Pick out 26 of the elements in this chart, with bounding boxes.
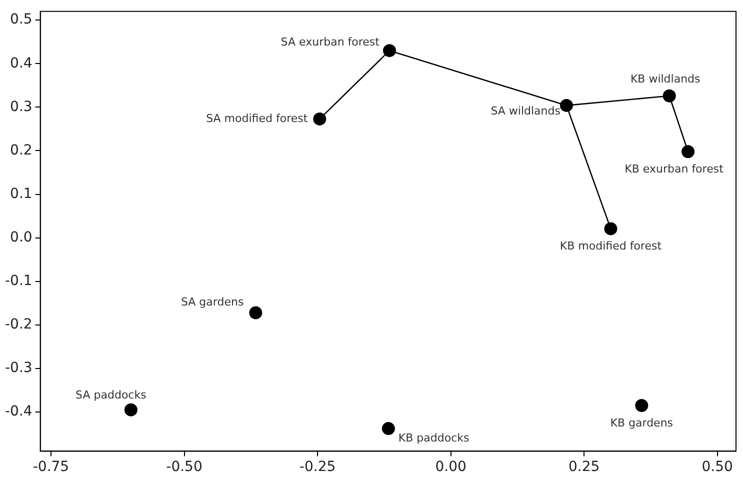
y-tick-label: 0.1: [10, 186, 32, 202]
annotation: KB gardens: [610, 416, 674, 430]
x-tick-label: -0.75: [32, 459, 70, 476]
annotation: KB paddocks: [398, 431, 470, 444]
y-tick-label: -0.3: [4, 360, 32, 376]
y-tick-label: 0.3: [10, 98, 32, 115]
y-tick-label: 0.2: [10, 142, 32, 158]
y-tick-label: 0.4: [10, 55, 32, 72]
y-tick-label: 0.5: [10, 12, 32, 28]
x-tick-label: 0.25: [568, 459, 600, 476]
x-tick-label: 0.50: [702, 459, 733, 476]
annotation: KB exurban forest: [624, 162, 724, 176]
y-tick-label: 0.0: [10, 229, 32, 246]
x-tick-label: -0.25: [299, 459, 336, 476]
x-tick-label: -0.50: [166, 459, 202, 476]
annotation: SA paddocks: [76, 388, 147, 402]
y-tick-label: -0.4: [4, 404, 32, 420]
annotation: KB modified forest: [560, 240, 662, 253]
annotation: SA modified forest: [206, 112, 308, 125]
annotation: SA exurban forest: [280, 35, 380, 48]
x-tick-label: 0.00: [435, 459, 466, 476]
annotation: KB wildlands: [630, 72, 701, 86]
y-tick-label: -0.2: [4, 316, 32, 333]
annotation: SA wildlands: [490, 104, 561, 118]
annotation: SA gardens: [180, 296, 244, 309]
y-tick-label: -0.1: [4, 273, 32, 290]
